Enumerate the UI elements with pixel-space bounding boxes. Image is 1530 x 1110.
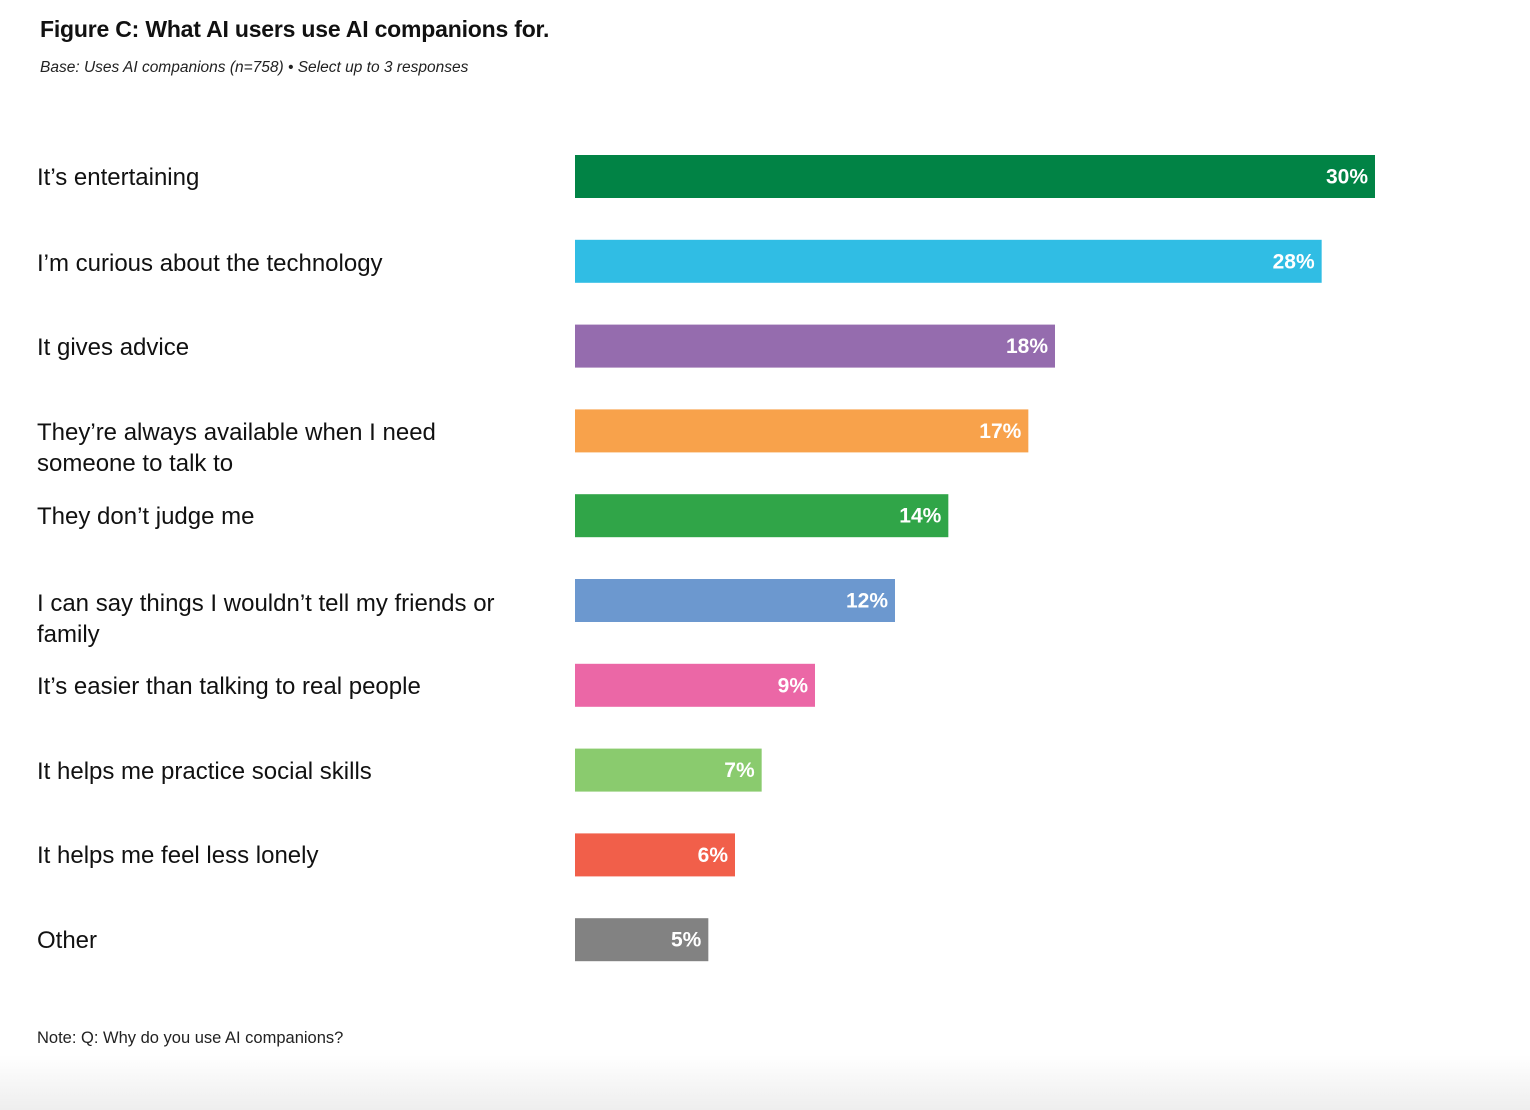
bar-value-label-10: 5% [671, 929, 702, 952]
bar-6 [575, 579, 895, 622]
bar-4 [575, 409, 1029, 453]
chart-subtitle: Base: Uses AI companions (n=758) • Selec… [40, 59, 469, 76]
category-label-easier: It’s easier than talking to real people [37, 673, 421, 700]
bar-7 [575, 663, 815, 707]
bar-8 [575, 748, 762, 792]
bar-value-label-1: 30% [1326, 166, 1368, 189]
bar-value-label-7: 9% [778, 674, 809, 697]
bar-value-label-2: 28% [1273, 250, 1315, 273]
category-label-social-skills: It helps me practice social skills [37, 758, 372, 785]
bar-value-label-4: 17% [979, 420, 1021, 443]
category-label-less-lonely: It helps me feel less lonely [37, 842, 319, 869]
bar-value-label-9: 6% [698, 844, 729, 867]
bar-value-label-6: 12% [846, 590, 888, 613]
bottom-fade [0, 1055, 1530, 1110]
category-label-other: Other [37, 927, 98, 954]
category-label-dont-judge: They don’t judge me [37, 503, 255, 530]
bar-9 [575, 833, 735, 877]
category-label-curious: I’m curious about the technology [37, 250, 383, 277]
category-label-advice: It gives advice [37, 334, 190, 361]
category-label-always-available: They’re always available when I need som… [37, 419, 436, 477]
category-label-say-things: I can say things I wouldn’t tell my frie… [37, 590, 495, 648]
bar-2 [575, 239, 1322, 283]
bar-1 [575, 155, 1375, 198]
bar-value-label-5: 14% [899, 505, 941, 528]
category-label-entertaining: It’s entertaining [37, 164, 200, 191]
bar-5 [575, 494, 949, 538]
chart-title: Figure C: What AI users use AI companion… [40, 16, 550, 42]
bar-value-label-3: 18% [1006, 335, 1048, 358]
bar-3 [575, 324, 1055, 368]
bar-value-label-8: 7% [724, 759, 755, 782]
chart-note: Note: Q: Why do you use AI companions? [37, 1029, 344, 1047]
bar-10 [575, 918, 709, 962]
